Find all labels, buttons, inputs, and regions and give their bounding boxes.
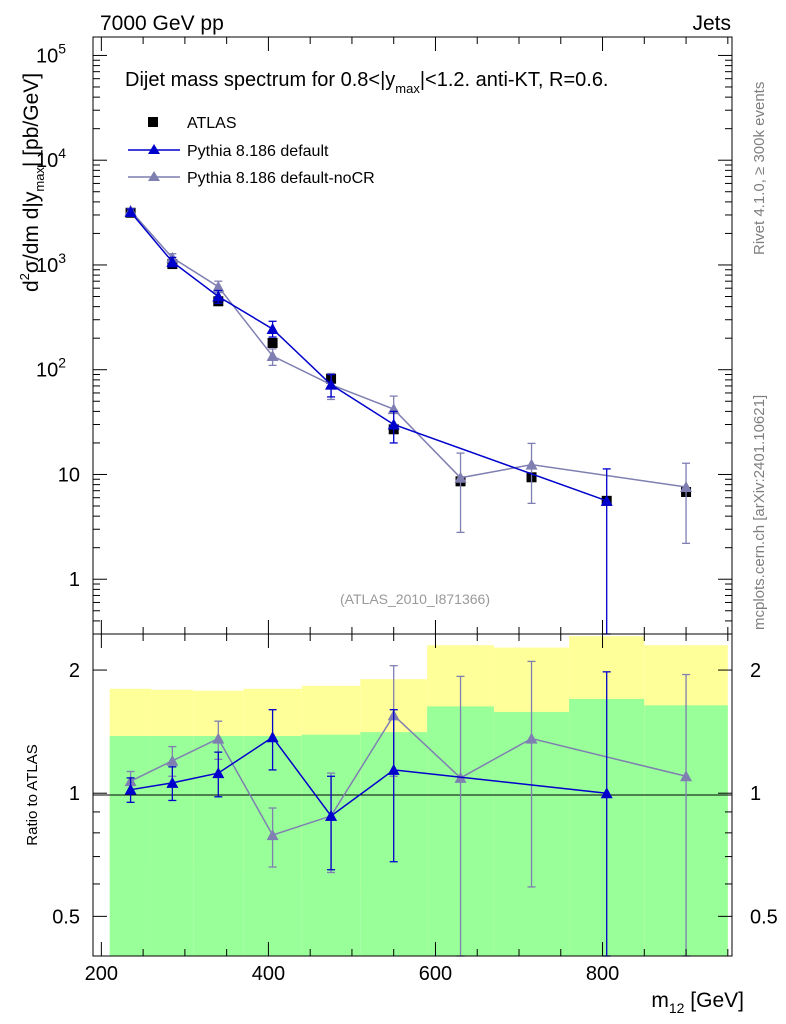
ratio-ticks — [93, 634, 732, 957]
ratio-y-tick-labels: 0.5 0.5 1 1 2 2 — [52, 660, 778, 928]
ratio-nocr-point — [266, 829, 279, 841]
default-point — [387, 418, 400, 430]
nocr-point — [454, 471, 467, 483]
ratio-y-tick-label-left: 2 — [69, 660, 80, 682]
ratio-default-point — [600, 787, 613, 799]
legend-marker-atlas — [148, 117, 158, 127]
default-point — [166, 255, 179, 267]
ratio-default-point — [124, 783, 137, 795]
nocr-point — [212, 280, 225, 292]
ratio-panel: 0.5 0.51 12 2 200 400 600 800 Ratio to ATLAS m… — [24, 633, 778, 1016]
x-tick-label: 200 — [85, 963, 118, 985]
xlabel-unit: [GeV] — [684, 989, 744, 1012]
ratio-y-tick-label-left: 0.5 — [52, 906, 80, 928]
legend-label-nocr: Pythia 8.186 default-noCR — [187, 170, 375, 187]
ratio-nocr-point — [680, 770, 693, 782]
legend-marker-nocr — [148, 171, 160, 181]
header-left: 7000 GeV pp — [100, 12, 224, 35]
ylabel-end: | [pb/GeV] — [20, 73, 43, 167]
ratio-y-tick-label-left: 1 — [69, 783, 80, 805]
ratio-bands — [109, 636, 728, 956]
main-y-tick-label: 10 — [58, 464, 80, 486]
x-tick-label: 400 — [252, 963, 285, 985]
ratio-y-tick-label-right: 2 — [750, 660, 761, 682]
nocr-line — [130, 210, 687, 488]
ratio-nocr-point — [212, 732, 225, 744]
x-axis-label: m12 [GeV] — [651, 989, 744, 1016]
default-point — [325, 378, 338, 390]
ratio-y-axis-label: Ratio to ATLAS — [24, 744, 41, 845]
rivet-label: Rivet 4.1.0, ≥ 300k events — [751, 82, 768, 255]
ratio-band-inner — [109, 735, 152, 956]
ylabel-sub: max — [32, 167, 47, 192]
x-tick-label: 600 — [419, 963, 452, 985]
main-y-tick-label: 105 — [36, 40, 66, 67]
atlas-point — [267, 337, 278, 348]
main-y-tick-label: 103 — [36, 250, 66, 277]
default-line — [130, 211, 607, 502]
main-series — [124, 204, 693, 635]
title-rest: |<1.2. anti-KT, R=0.6. — [420, 69, 609, 91]
main-title: Dijet mass spectrum for 0.8<|ymax|<1.2. … — [125, 69, 609, 96]
main-y-tick-label: 102 — [36, 355, 66, 382]
mcplots-label: mcplots.cern.ch [arXiv:2401.10621] — [751, 395, 768, 630]
legend: ATLAS Pythia 8.186 default Pythia 8.186 … — [128, 115, 375, 187]
main-y-tick-exponent: 5 — [58, 40, 66, 56]
xlabel-sub: 12 — [669, 1000, 685, 1016]
main-y-tick-exponent: 3 — [58, 250, 66, 266]
ratio-y-tick-label-right: 1 — [750, 783, 761, 805]
ylabel-mid: σ/dm d|y — [20, 191, 43, 273]
ratio-nocr-point — [525, 732, 538, 744]
ratio-series — [124, 660, 693, 957]
main-y-tick-exponent: 4 — [58, 145, 66, 161]
main-ticks — [93, 37, 732, 635]
ratio-default-point — [325, 809, 338, 821]
header-right: Jets — [692, 12, 731, 35]
nocr-point — [266, 350, 279, 362]
ratio-default-point — [387, 763, 400, 775]
xlabel-main: m — [651, 989, 669, 1012]
default-point — [266, 322, 279, 334]
ratio-default-point — [166, 776, 179, 788]
ylabel-sup: 2 — [17, 273, 32, 280]
analysis-watermark: (ATLAS_2010_I871366) — [340, 591, 490, 607]
title-sub: max — [395, 81, 420, 96]
default-point — [212, 290, 225, 302]
ratio-frame — [92, 633, 733, 957]
title-main: Dijet mass spectrum for 0.8<|y — [125, 69, 395, 91]
ratio-nocr-point — [166, 754, 179, 766]
default-point — [600, 494, 613, 506]
ratio-default-point — [212, 767, 225, 779]
main-y-tick-label: 1 — [69, 569, 80, 591]
legend-marker-default — [148, 144, 160, 154]
x-tick-label: 800 — [586, 963, 619, 985]
ylabel-d: d — [20, 280, 43, 292]
main-y-tick-exponent: 2 — [58, 355, 66, 371]
ratio-default-point — [266, 731, 279, 743]
x-tick-labels: 200 400 600 800 — [85, 963, 620, 985]
default-point — [124, 206, 137, 218]
legend-label-default: Pythia 8.186 default — [187, 143, 329, 160]
nocr-point — [525, 458, 538, 470]
ratio-y-tick-label-right: 0.5 — [750, 906, 778, 928]
legend-label-atlas: ATLAS — [187, 115, 237, 132]
main-y-axis-label: d2σ/dm d|ymax| [pb/GeV] — [17, 73, 47, 292]
nocr-point — [680, 480, 693, 492]
